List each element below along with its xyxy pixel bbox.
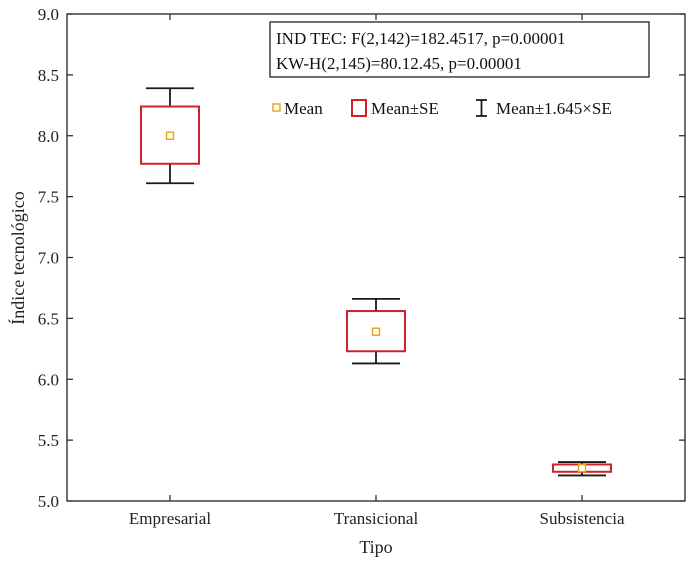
- y-axis-title: Índice tecnológico: [7, 191, 28, 324]
- stats-box-frame: [269, 21, 650, 78]
- y-tick-label: 9.0: [38, 5, 59, 24]
- legend-mean-marker: [272, 103, 281, 112]
- box-transicional: [346, 297, 406, 365]
- stats-box: IND TEC: F(2,142)=182.4517, p=0.00001 KW…: [269, 21, 650, 78]
- mean-marker: [371, 327, 381, 336]
- y-tick-label: 8.0: [38, 127, 59, 146]
- x-axis-title: Tipo: [359, 537, 392, 557]
- y-axis: 5.0 5.5 6.0 6.5 7.0 7.5 8.0 8.5 9.0: [38, 5, 685, 511]
- y-tick-label: 6.0: [38, 370, 59, 389]
- y-tick-label: 8.5: [38, 66, 59, 85]
- x-tick-label: Empresarial: [129, 509, 211, 528]
- legend-se-label: Mean±SE: [371, 99, 439, 118]
- y-tick-label: 5.5: [38, 431, 59, 450]
- y-tick-label: 7.0: [38, 249, 59, 268]
- legend-se-marker: [351, 99, 367, 117]
- legend-mean-label: Mean: [284, 99, 323, 118]
- x-axis: Empresarial Transicional Subsistencia: [129, 14, 625, 528]
- se-box: [346, 310, 406, 353]
- y-tick-label: 7.5: [38, 188, 59, 207]
- stats-line-2: KW-H(2,145)=80.12.45, p=0.00001: [276, 54, 522, 73]
- stats-line-1: IND TEC: F(2,142)=182.4517, p=0.00001: [276, 29, 565, 48]
- x-tick-label: Subsistencia: [540, 509, 625, 528]
- box-series: [140, 87, 612, 477]
- y-tick-label: 5.0: [38, 492, 59, 511]
- box-subsistencia: [552, 461, 612, 477]
- legend-whisker-label: Mean±1.645×SE: [496, 99, 612, 118]
- mean-marker: [165, 131, 175, 140]
- box-empresarial: [140, 87, 200, 185]
- se-box: [140, 105, 200, 165]
- plot-frame: [66, 13, 686, 502]
- legend: Mean Mean±SE Mean±1.645×SE: [272, 99, 612, 118]
- mean-marker: [577, 463, 587, 473]
- legend-whisker-marker: [476, 99, 487, 117]
- y-tick-label: 6.5: [38, 309, 59, 328]
- x-tick-label: Transicional: [334, 509, 419, 528]
